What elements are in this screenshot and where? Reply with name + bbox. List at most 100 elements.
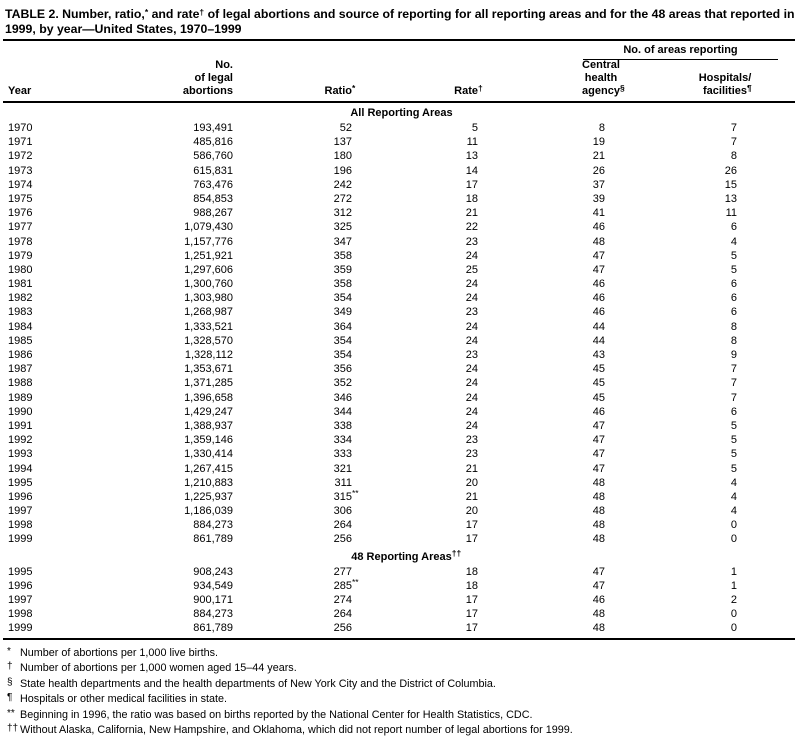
cell-facilities: 5 [730, 434, 737, 447]
cell-agency: 45 [592, 377, 605, 390]
section-label: All Reporting Areas [350, 107, 453, 119]
cell-agency: 48 [592, 533, 605, 546]
table-row: 1987 1,353,671 356 24 45 7 [0, 362, 803, 376]
cell-facilities: 15 [724, 178, 737, 191]
cell-rate: 24 [465, 391, 478, 404]
table-row: 1982 1,303,980 354 24 46 6 [0, 291, 803, 305]
cell-ratio: 311 [334, 476, 352, 489]
table-row: 1983 1,268,987 349 23 46 6 [0, 305, 803, 319]
cell-year: 1977 [8, 221, 33, 234]
cell-ratio: 346 [333, 391, 352, 404]
footnote: † Number of abortions per 1,000 women age… [7, 661, 803, 677]
footnote-marker-dagger: † [199, 6, 205, 17]
cell-rate: 17 [465, 178, 478, 191]
cell-abortions: 1,328,112 [184, 349, 233, 361]
column-header-label: Ratio [324, 85, 353, 97]
table-row: 1971 485,816 137 11 19 7 [0, 135, 803, 149]
cell-abortions: 884,273 [193, 608, 233, 621]
table-title: TABLE 2. Number, ratio,* and rate† of le… [5, 6, 797, 37]
cell-ratio: 196 [333, 164, 352, 177]
cell-year: 1986 [8, 349, 33, 361]
cell-ratio: 137 [333, 136, 352, 149]
cell-facilities: 6 [730, 306, 737, 319]
cell-year: 1974 [8, 178, 33, 191]
cell-ratio: 338 [333, 419, 352, 432]
table-row: 1970 193,491 52 5 8 7 [0, 121, 803, 135]
cell-agency: 46 [592, 292, 605, 305]
cell-abortions: 1,371,285 [184, 377, 233, 390]
cell-year: 1998 [8, 519, 33, 532]
cell-year: 1973 [8, 164, 33, 177]
cell-facilities: 26 [724, 164, 737, 177]
table-row: 1992 1,359,146 334 23 47 5 [0, 433, 803, 447]
cell-agency: 41 [592, 207, 605, 220]
cell-facilities: 5 [730, 462, 737, 475]
cell-agency: 48 [592, 476, 605, 489]
cell-facilities: 7 [730, 136, 737, 149]
footnote: ** Beginning in 1996, the ratio was based… [7, 708, 803, 724]
cell-year: 1995 [8, 476, 33, 489]
table-row: 1999 861,789 256 17 48 0 [0, 621, 803, 635]
cell-rate: 24 [465, 405, 478, 418]
cell-facilities: 11 [725, 207, 737, 220]
cell-rate: 21 [465, 207, 478, 220]
cell-facilities: 6 [730, 292, 737, 305]
cell-facilities: 0 [730, 533, 737, 546]
cell-ratio: 256 [333, 533, 352, 546]
cell-facilities: 5 [730, 249, 737, 262]
cell-ratio: 180 [333, 150, 352, 163]
cell-rate: 23 [465, 235, 478, 248]
footnote-text: Without Alaska, California, New Hampshir… [20, 724, 573, 736]
cell-rate: 20 [465, 505, 478, 518]
table-row: 1986 1,328,112 354 23 43 9 [0, 348, 803, 362]
cell-ratio: 354 [333, 292, 352, 305]
column-header-label: abortions [182, 85, 233, 97]
table-row: 1984 1,333,521 364 24 44 8 [0, 320, 803, 334]
cell-abortions: 1,388,937 [184, 419, 233, 432]
cell-abortions: 1,079,430 [184, 221, 233, 234]
cell-rate: 20 [465, 476, 478, 489]
cell-agency: 45 [592, 363, 605, 376]
cell-rate: 21 [465, 462, 478, 475]
cell-year: 1994 [8, 462, 33, 475]
table-row: 1997 900,171 274 17 46 2 [0, 593, 803, 607]
cell-agency: 47 [592, 448, 605, 461]
cell-abortions: 1,157,776 [184, 235, 233, 248]
cell-facilities: 0 [730, 608, 737, 621]
cell-abortions: 1,210,883 [184, 476, 233, 489]
footnote-symbol: † [7, 661, 13, 673]
cell-agency: 46 [592, 405, 605, 418]
cell-year: 1982 [8, 292, 33, 305]
cell-abortions: 934,549 [193, 579, 233, 592]
footnote: § State health departments and the health… [7, 677, 803, 693]
cell-ratio: 264 [333, 519, 352, 532]
cell-ratio: 349 [333, 306, 352, 319]
cell-ratio: 354 [333, 349, 352, 361]
cell-rate: 23 [465, 349, 478, 361]
cell-rate: 24 [465, 278, 478, 291]
cell-year: 1995 [8, 565, 33, 578]
cell-agency: 47 [592, 263, 605, 276]
cell-agency: 48 [592, 505, 605, 518]
cell-facilities: 8 [730, 320, 737, 333]
cell-facilities: 5 [730, 419, 737, 432]
cell-agency: 47 [592, 579, 605, 592]
title-text: of legal abortions and source of reporti… [5, 7, 795, 36]
cell-year: 1996 [8, 490, 33, 503]
cell-agency: 46 [592, 306, 605, 319]
cell-ratio: 334 [333, 434, 352, 447]
cell-year: 1991 [8, 419, 33, 432]
cell-year: 1997 [8, 505, 33, 518]
cell-rate: 24 [465, 419, 478, 432]
cell-ratio: 354 [333, 334, 352, 347]
cell-agency: 46 [592, 594, 605, 606]
cell-year: 1993 [8, 448, 33, 461]
cell-year: 1972 [8, 150, 33, 163]
cell-year: 1999 [8, 533, 33, 546]
cell-rate: 17 [465, 608, 478, 621]
cell-agency: 47 [592, 419, 605, 432]
cell-ratio: 264 [333, 608, 352, 621]
cell-year: 1979 [8, 249, 33, 262]
table-row: 1996 1,225,937 315** 21 48 4 [0, 488, 803, 504]
cell-abortions: 861,789 [193, 533, 233, 546]
